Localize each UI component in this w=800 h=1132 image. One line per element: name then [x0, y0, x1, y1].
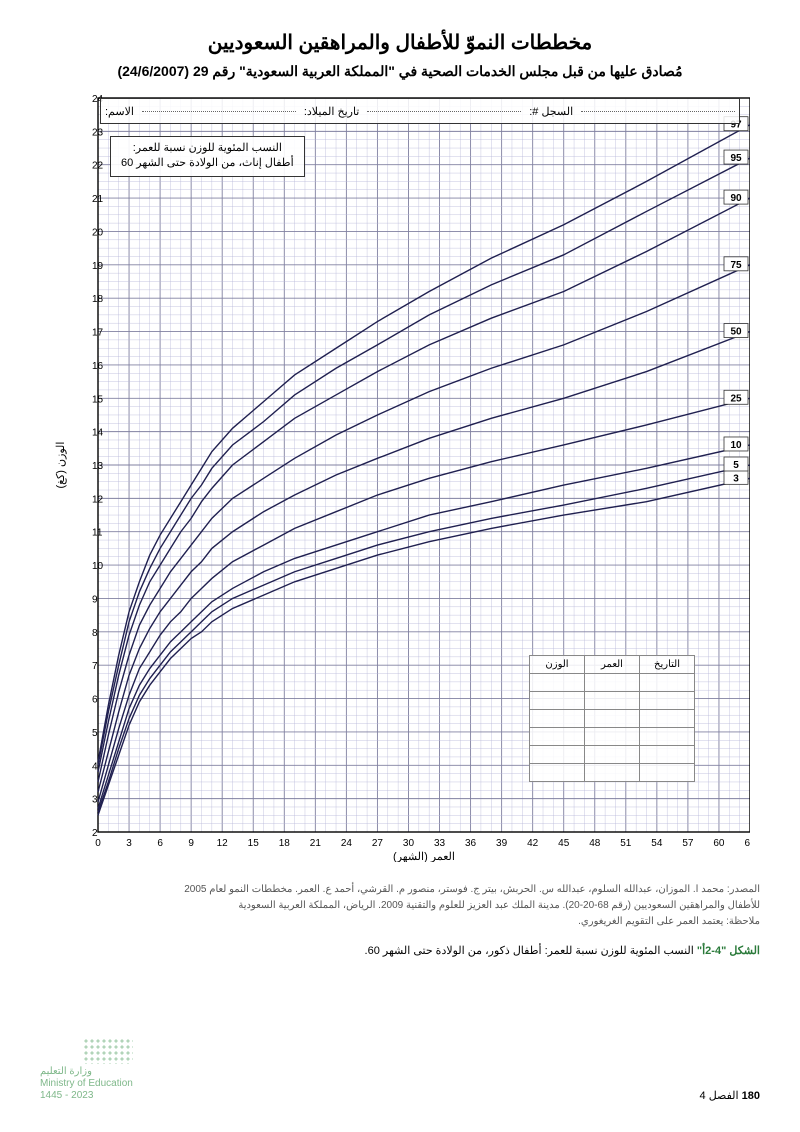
svg-text:10: 10 [730, 440, 742, 451]
dob-label: تاريخ الميلاد: [300, 105, 364, 118]
record-label: السجل #: [525, 105, 577, 118]
source-line1: المصدر: محمد ا. الموزان، عبدالله السلوم،… [40, 882, 760, 898]
page-number: 180 الفصل 4 [700, 1089, 760, 1102]
th-date: التاريخ [640, 656, 695, 674]
page-title: مخططات النموّ للأطفال والمراهقين السعودي… [40, 30, 760, 55]
svg-text:54: 54 [651, 838, 663, 849]
svg-text:13: 13 [92, 461, 104, 472]
svg-text:17: 17 [92, 328, 104, 339]
svg-text:العمر (الشهر): العمر (الشهر) [393, 851, 455, 862]
chart-desc-line1: النسب المئوية للوزن نسبة للعمر: [121, 141, 294, 156]
svg-text:0: 0 [95, 838, 101, 849]
svg-text:39: 39 [496, 838, 508, 849]
svg-text:6: 6 [92, 695, 98, 706]
svg-text:57: 57 [682, 838, 694, 849]
growth-chart: 0369121518212427303336394245485154576063… [50, 92, 750, 862]
figure-caption: الشكل "4-2أ" النسب المئوية للوزن نسبة لل… [40, 944, 760, 957]
measurement-table: التاريخ العمر الوزن [529, 655, 695, 782]
svg-text:18: 18 [92, 294, 104, 305]
svg-text:10: 10 [92, 561, 104, 572]
svg-text:75: 75 [730, 260, 742, 271]
svg-text:24: 24 [341, 838, 353, 849]
ministry-dots-icon [83, 1038, 133, 1064]
th-age: العمر [585, 656, 640, 674]
svg-text:4: 4 [92, 761, 98, 772]
svg-text:12: 12 [92, 494, 104, 505]
svg-text:48: 48 [589, 838, 601, 849]
svg-text:90: 90 [730, 193, 742, 204]
patient-info-bar: الاسم: تاريخ الميلاد: السجل #: [100, 98, 740, 124]
svg-text:3: 3 [126, 838, 132, 849]
figure-text: النسب المئوية للوزن نسبة للعمر: أطفال ذك… [365, 945, 694, 957]
svg-text:11: 11 [92, 528, 103, 539]
source-line3: ملاحظة: يعتمد العمر على التقويم الغريغور… [40, 914, 760, 930]
svg-text:45: 45 [558, 838, 570, 849]
svg-text:95: 95 [730, 153, 742, 164]
svg-text:2: 2 [92, 828, 98, 839]
svg-text:12: 12 [217, 838, 229, 849]
svg-text:30: 30 [403, 838, 415, 849]
svg-text:5: 5 [733, 460, 739, 471]
name-label: الاسم: [101, 105, 138, 118]
svg-text:15: 15 [248, 838, 260, 849]
svg-text:36: 36 [465, 838, 477, 849]
svg-text:51: 51 [620, 838, 632, 849]
ministry-logo: وزارة التعليم Ministry of Education 2023… [40, 1038, 133, 1102]
svg-text:21: 21 [92, 194, 104, 205]
source-citation: المصدر: محمد ا. الموزان، عبدالله السلوم،… [40, 882, 760, 930]
svg-text:9: 9 [188, 838, 194, 849]
svg-text:16: 16 [92, 361, 104, 372]
svg-text:22: 22 [92, 161, 104, 172]
svg-text:60: 60 [713, 838, 725, 849]
figure-number: الشكل "4-2أ" [697, 945, 760, 957]
th-weight: الوزن [530, 656, 585, 674]
svg-text:20: 20 [92, 227, 104, 238]
chart-desc-line2: أطفال إناث، من الولادة حتى الشهر 60 [121, 156, 294, 171]
svg-text:50: 50 [730, 327, 742, 338]
svg-text:3: 3 [733, 473, 739, 484]
page-footer: 180 الفصل 4 وزارة التعليم Ministry of Ed… [40, 1038, 760, 1102]
svg-text:14: 14 [92, 428, 104, 439]
chart-description-box: النسب المئوية للوزن نسبة للعمر: أطفال إن… [110, 136, 305, 177]
svg-text:الوزن (كغ): الوزن (كغ) [55, 442, 67, 489]
svg-text:7: 7 [92, 661, 98, 672]
svg-text:27: 27 [372, 838, 384, 849]
source-line2: للأطفال والمراهقين السعوديين (رقم 68-20-… [40, 898, 760, 914]
svg-text:63: 63 [744, 838, 750, 849]
svg-text:25: 25 [730, 393, 742, 404]
svg-text:33: 33 [434, 838, 446, 849]
svg-text:42: 42 [527, 838, 539, 849]
svg-text:8: 8 [92, 628, 98, 639]
page-subtitle: مُصادق عليها من قبل مجلس الخدمات الصحية … [40, 63, 760, 80]
svg-text:18: 18 [279, 838, 291, 849]
svg-text:23: 23 [92, 127, 104, 138]
svg-text:3: 3 [92, 795, 98, 806]
svg-text:6: 6 [157, 838, 163, 849]
svg-text:15: 15 [92, 394, 104, 405]
svg-text:21: 21 [310, 838, 322, 849]
svg-text:19: 19 [92, 261, 104, 272]
svg-text:9: 9 [92, 594, 98, 605]
svg-text:5: 5 [92, 728, 98, 739]
